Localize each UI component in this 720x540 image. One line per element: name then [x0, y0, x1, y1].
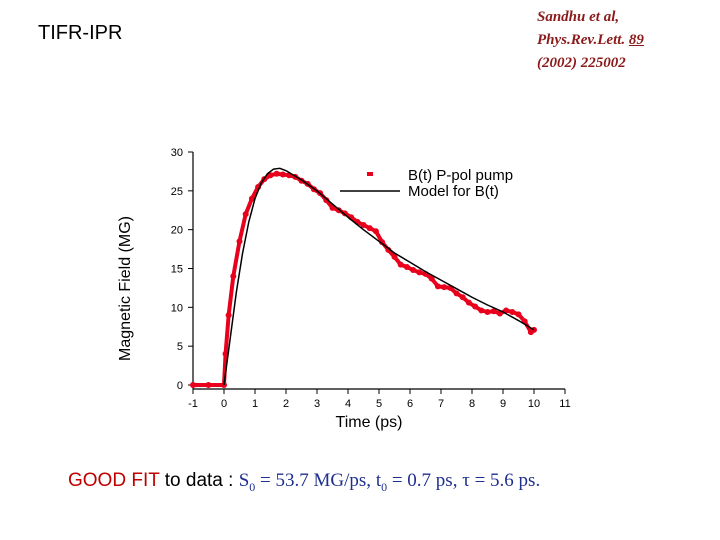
reference-authors: Sandhu et al,	[537, 9, 620, 25]
data-point-21	[329, 204, 336, 211]
param-s-symbol: S	[238, 470, 250, 491]
y-tick-label-0: 0	[177, 380, 183, 392]
organization-label: TIFR-IPR	[38, 22, 123, 44]
fit-caption: GOOD FIT to data : S0 = 53.7 MG/ps, t0 =…	[68, 470, 540, 495]
x-tick-label-2: 1	[252, 398, 258, 410]
data-point-1	[205, 382, 212, 388]
data-point-20	[323, 197, 330, 204]
x-tick-label-7: 6	[407, 398, 413, 410]
data-point-38	[434, 283, 441, 290]
x-tick-label-0: -1	[188, 398, 198, 410]
y-tick-label-6: 30	[171, 147, 183, 159]
data-point-47	[490, 308, 497, 315]
data-point-4	[225, 312, 232, 319]
data-point-43	[465, 299, 472, 306]
data-point-7	[242, 211, 249, 218]
data-point-13	[279, 171, 286, 178]
y-tick-label-2: 10	[171, 302, 183, 314]
x-tick-label-9: 8	[469, 398, 475, 410]
data-point-35	[416, 269, 423, 276]
legend-label-model: Model for B(t)	[408, 183, 499, 200]
caption-equation: S0 = 53.7 MG/ps, t0 = 0.7 ps, τ = 5.6 ps…	[238, 470, 541, 494]
param-s-subscript: 0	[249, 479, 256, 494]
data-point-50	[509, 308, 516, 315]
data-point-33	[403, 263, 410, 270]
reference-citation: Sandhu et al, Phys.Rev.Lett. 89 (2002) 2…	[537, 6, 644, 75]
data-point-32	[397, 261, 404, 268]
data-point-42	[459, 294, 466, 301]
data-point-41	[453, 290, 460, 297]
data-point-44	[472, 303, 479, 310]
data-point-37	[428, 275, 435, 282]
reference-journal-name: Phys.Rev.Lett.	[537, 32, 629, 48]
y-tick-label-4: 20	[171, 225, 183, 237]
x-tick-label-3: 2	[283, 398, 289, 410]
x-tick-label-5: 4	[345, 398, 351, 410]
data-point-11	[267, 172, 274, 179]
data-point-30	[385, 246, 392, 253]
data-point-5	[230, 273, 237, 280]
data-point-28	[372, 228, 379, 235]
data-point-49	[503, 307, 510, 314]
data-point-27	[366, 225, 373, 232]
x-tick-label-11: 10	[528, 398, 540, 410]
param-t-symbol: t	[375, 470, 382, 491]
param-t-value: = 0.7 ps,	[387, 470, 463, 491]
x-tick-label-12: 11	[559, 398, 570, 410]
x-tick-label-10: 9	[500, 398, 506, 410]
y-tick-label-3: 15	[171, 264, 183, 276]
caption-highlight: GOOD FIT	[68, 470, 160, 491]
x-tick-label-8: 7	[438, 398, 444, 410]
x-tick-label-6: 5	[376, 398, 382, 410]
param-t-subscript: 0	[381, 479, 388, 494]
data-point-39	[441, 284, 448, 291]
data-point-46	[484, 308, 491, 315]
data-point-31	[391, 253, 398, 260]
y-axis-label: Magnetic Field (MG)	[117, 216, 134, 361]
data-point-6	[236, 238, 243, 245]
param-s-value: = 53.7 MG/ps,	[255, 470, 376, 491]
y-tick-label-5: 25	[171, 186, 183, 198]
data-point-3	[222, 350, 229, 357]
reference-year-page: (2002) 225002	[537, 55, 626, 71]
x-axis-label: Time (ps)	[336, 414, 403, 431]
data-point-45	[478, 307, 485, 314]
data-point-34	[410, 267, 417, 274]
x-tick-label-4: 3	[314, 398, 320, 410]
legend-marker-data	[367, 172, 373, 176]
y-tick-label-1: 5	[177, 341, 183, 353]
data-series-trace	[191, 171, 536, 387]
reference-journal: Phys.Rev.Lett. 89	[537, 29, 644, 52]
caption-text: to data :	[159, 470, 239, 491]
reference-volume: 89	[628, 32, 644, 48]
legend-label-data: B(t) P-pol pump	[408, 167, 513, 184]
data-point-26	[360, 222, 367, 229]
magnetic-field-chart: 0 5 10 15 20 25 30 -1 0 1 2 3 4 5 6 7 8 9 10 11 Time (ps) Mag…	[117, 147, 571, 431]
data-point-51	[515, 311, 522, 318]
model-line	[223, 167, 535, 386]
x-tick-label-1: 0	[221, 398, 227, 410]
data-point-23	[341, 210, 348, 217]
data-point-12	[273, 170, 280, 177]
data-point-29	[379, 239, 386, 246]
data-point-0	[190, 382, 196, 388]
data-point-8	[248, 195, 255, 202]
param-tau: τ = 5.6 ps.	[462, 470, 541, 491]
